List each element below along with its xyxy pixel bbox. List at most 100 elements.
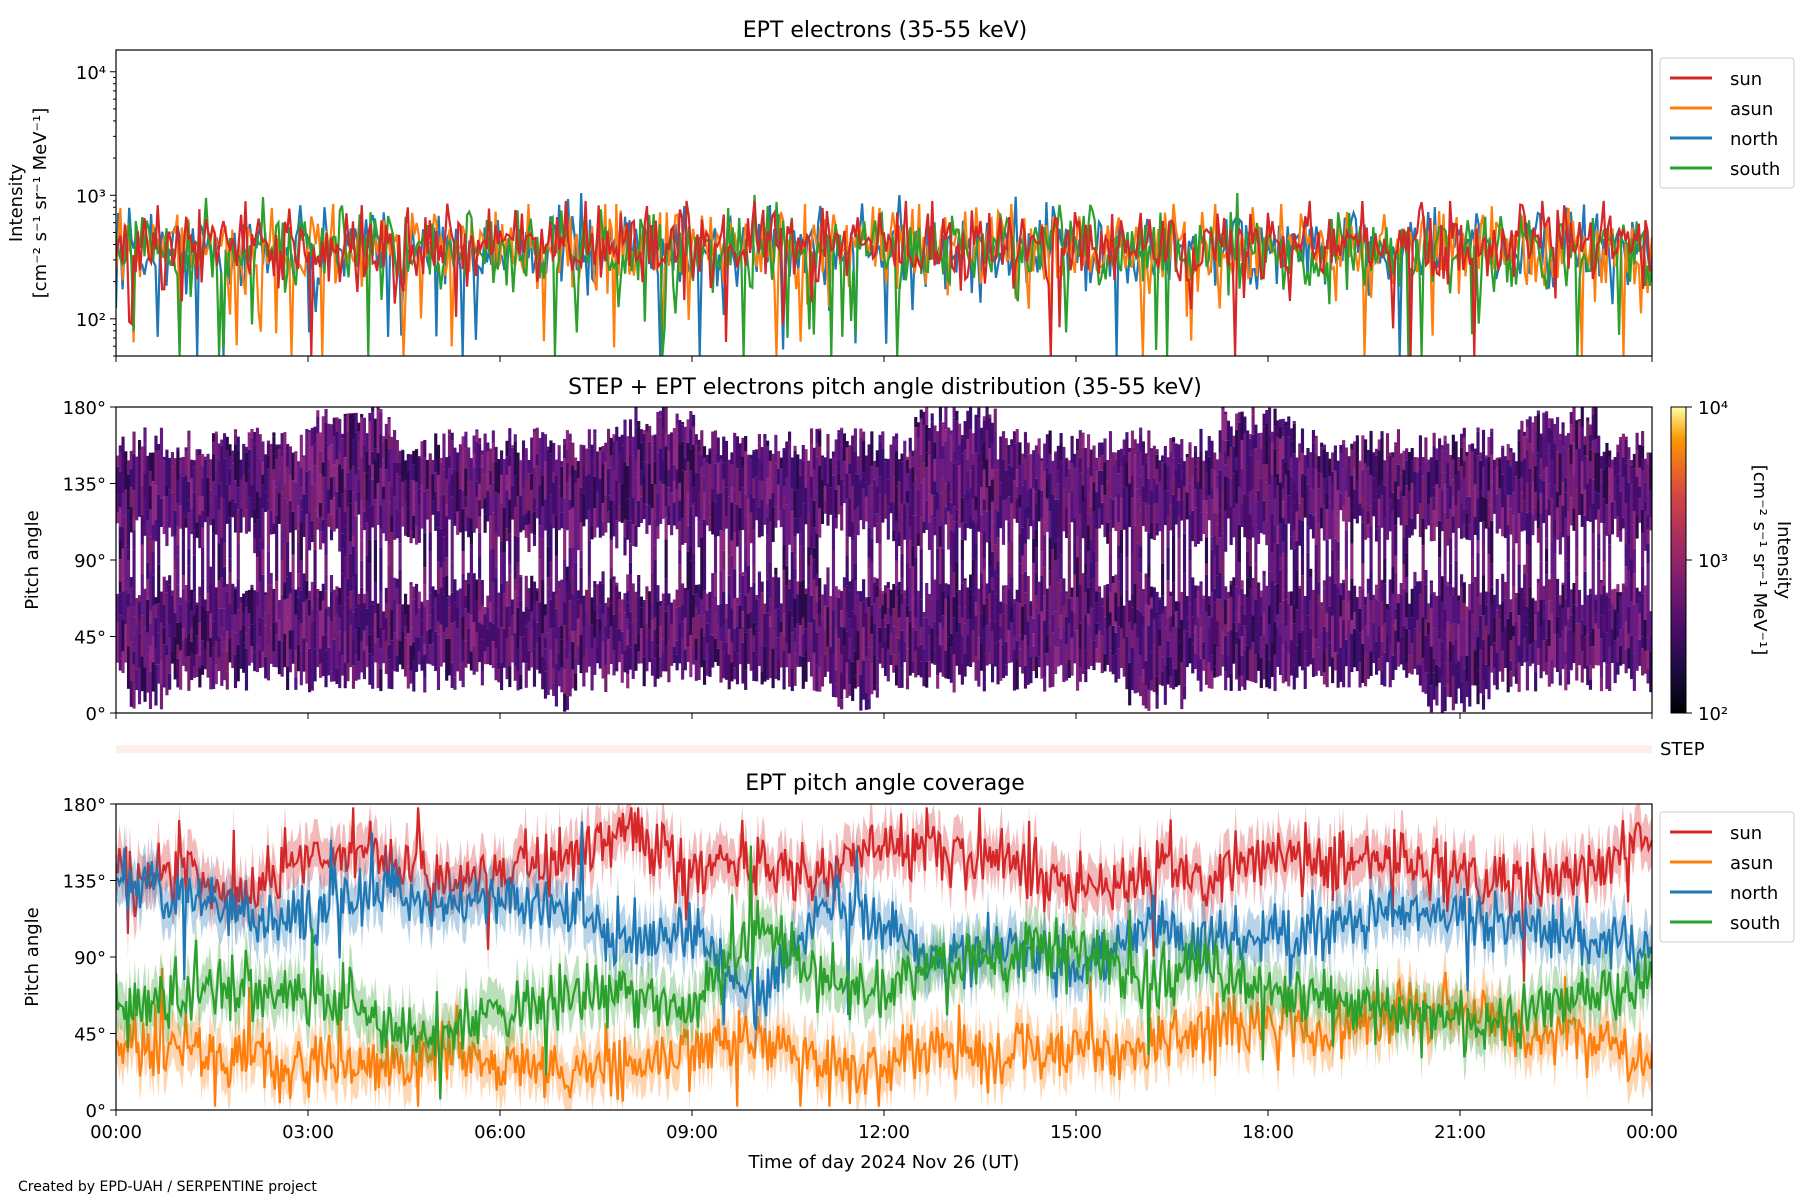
heatmap-cell [266,646,270,681]
heatmap-cell [958,622,962,645]
heatmap-cell [1067,598,1071,624]
heatmap-cell [209,502,213,526]
heatmap-cell [862,660,866,700]
heatmap-cell [201,454,205,467]
heatmap-cell [502,593,506,629]
heatmap-cell [1023,592,1028,604]
heatmap-cell [1125,659,1129,690]
heatmap-cell [1322,580,1326,589]
heatmap-cell [373,448,377,460]
heatmap-cell [1114,621,1118,633]
heatmap-cell [818,626,822,667]
heatmap-cell [785,504,789,538]
heatmap-cell [1566,607,1571,619]
heatmap-cell [137,601,142,621]
heatmap-cell [195,498,199,523]
heatmap-cell [516,452,520,462]
heatmap-cell [955,420,959,462]
heatmap-cell [357,661,361,680]
heatmap-cell [1084,650,1088,671]
heatmap-cell [733,667,737,680]
heatmap-cell [277,492,281,524]
heatmap-cell [620,599,624,632]
heatmap-cell [911,450,915,457]
heatmap-cell [878,476,882,495]
heatmap-cell [831,609,836,654]
heatmap-cell [1424,619,1428,636]
heatmap-cell [999,614,1003,627]
heatmap-cell [812,470,816,501]
heatmap-cell [546,546,550,578]
heatmap-cell [436,510,441,528]
heatmap-cell [1342,647,1346,688]
heatmap-cell [1202,641,1206,660]
heatmap-cell [1586,665,1590,686]
heatmap-cell [768,651,772,679]
heatmap-cell [1229,580,1233,585]
heatmap-cell [354,607,358,630]
heatmap-cell [1037,581,1041,614]
heatmap-cell [1023,507,1028,544]
heatmap-cell [1468,583,1472,610]
heatmap-cell [705,655,709,676]
heatmap-cell [510,445,515,448]
heatmap-cell [949,460,953,493]
heatmap-cell [881,605,885,620]
heatmap-cell [516,562,520,596]
heatmap-cell [148,671,153,709]
heatmap-cell [637,582,641,597]
heatmap-cell [1575,666,1579,681]
heatmap-cell [653,435,657,462]
heatmap-cell [905,514,910,551]
heatmap-cell [491,548,495,584]
heatmap-cell [527,608,531,622]
heatmap-cell [667,641,671,683]
heatmap-cell [766,516,770,536]
heatmap-cell [1424,461,1428,505]
heatmap-cell [1103,653,1107,672]
heatmap-cell [453,469,457,513]
heatmap-cell [1108,612,1113,626]
heatmap-cell [173,569,177,614]
heatmap-cell [118,445,122,453]
heatmap-cell [779,603,783,610]
heatmap-cell [1649,490,1652,518]
heatmap-cell [327,616,331,648]
heatmap-cell [1380,480,1384,496]
heatmap-cell [338,650,342,667]
heatmap-cell [401,450,405,482]
heatmap-cell [724,487,729,517]
heatmap-cell [768,562,772,599]
heatmap-cell [856,594,860,631]
heatmap-cell [116,455,120,467]
heatmap-cell [1018,533,1022,564]
heatmap-cell [321,519,325,532]
heatmap-cell [1311,515,1316,539]
heatmap-cell [1569,411,1573,425]
heatmap-cell [1037,489,1041,522]
heatmap-cell [195,522,199,538]
heatmap-cell [1619,645,1623,666]
heatmap-cell [170,452,174,467]
heatmap-cell [1248,565,1252,590]
heatmap-cell [999,495,1003,529]
heatmap-cell [1097,586,1102,592]
heatmap-cell [892,530,896,542]
heatmap-cell [1509,452,1513,467]
heatmap-cell [1498,457,1502,459]
heatmap-cell [244,590,249,596]
heatmap-cell [538,559,542,603]
heatmap-cell [1073,504,1077,518]
heatmap-cell [272,588,276,590]
heatmap-cell [148,452,153,472]
heatmap-cell [321,600,325,636]
heatmap-cell [1196,481,1200,508]
heatmap-cell [1117,522,1121,546]
heatmap-cell [1065,644,1069,663]
heatmap-cell [332,417,336,437]
heatmap-cell [483,651,487,665]
heatmap-cell [371,479,375,506]
heatmap-cell [955,461,959,474]
heatmap-cell [760,581,764,593]
heatmap-cell [960,522,964,540]
